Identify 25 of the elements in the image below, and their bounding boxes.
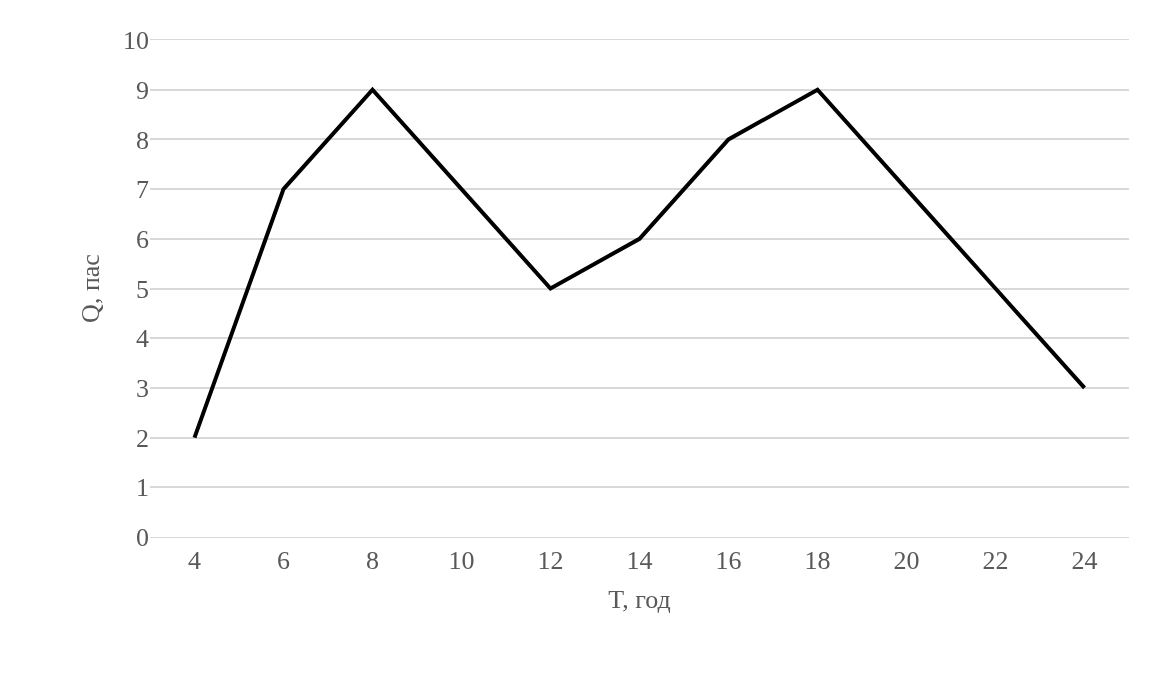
x-tick-label: 18 (804, 546, 831, 576)
y-axis-title: Q, пас (76, 254, 106, 323)
line-series (192, 87, 1087, 440)
x-tick-label: 12 (537, 546, 564, 576)
x-tick-label: 4 (188, 546, 201, 576)
y-tick-label: 10 (123, 26, 149, 56)
x-tick-label: 8 (366, 546, 379, 576)
y-tick-label: 0 (136, 523, 149, 553)
x-tick-label: 20 (893, 546, 920, 576)
y-tick-label: 3 (136, 374, 149, 403)
y-tick-label: 4 (136, 324, 149, 354)
x-tick-label: 16 (715, 546, 742, 576)
x-axis-title: T, год (608, 584, 671, 614)
x-tick-label: 14 (626, 546, 653, 576)
y-tick-label: 7 (136, 175, 149, 205)
y-tick-label: 6 (136, 224, 149, 254)
y-tick-label: 8 (136, 125, 149, 155)
x-tick-label: 6 (277, 546, 290, 576)
x-tick-label: 10 (448, 546, 475, 576)
y-tick-label: 5 (136, 274, 149, 304)
y-tick-label: 2 (136, 423, 149, 453)
y-tick-label: 9 (136, 75, 149, 105)
x-tick-label: 24 (1071, 546, 1098, 576)
x-tick-label: 22 (982, 546, 1009, 576)
y-tick-label: 1 (136, 473, 149, 503)
